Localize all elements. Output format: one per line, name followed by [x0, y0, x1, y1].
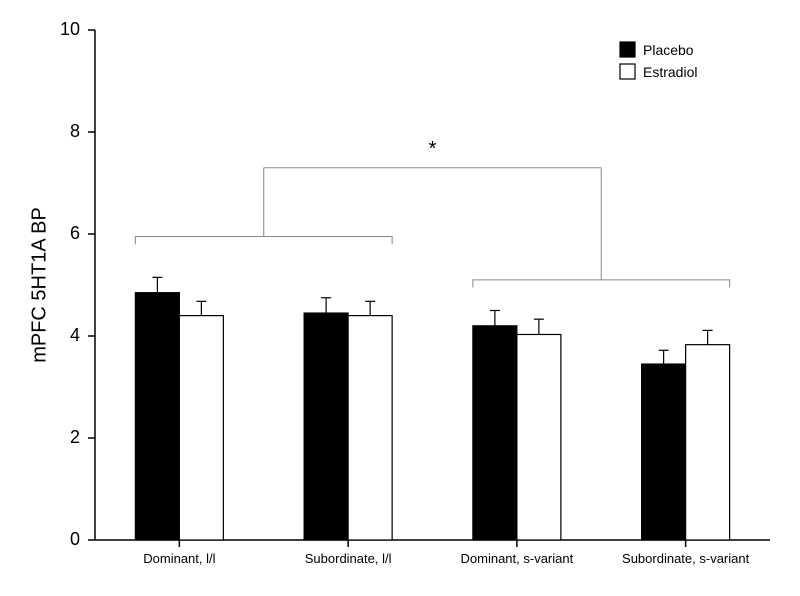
- bar-placebo: [642, 364, 686, 540]
- bar-placebo: [135, 293, 179, 540]
- bar-estradiol: [179, 316, 223, 540]
- chart-container: 0 2 4 6 8 10 mPFC 5HT1A BP Dominant, l/l Subordi…: [0, 0, 800, 596]
- bar-placebo: [473, 326, 517, 540]
- bar-placebo: [304, 313, 348, 540]
- y-tick-label: 2: [70, 427, 80, 447]
- y-tick-label: 8: [70, 121, 80, 141]
- y-tick-label: 0: [70, 529, 80, 549]
- x-tick-label: Dominant, l/l: [143, 551, 215, 566]
- y-tick-label: 6: [70, 223, 80, 243]
- x-tick-label: Subordinate, l/l: [305, 551, 392, 566]
- significance-star: *: [429, 138, 437, 160]
- legend-swatch: [620, 42, 635, 57]
- bar-estradiol: [686, 345, 730, 540]
- y-tick-label: 10: [60, 19, 80, 39]
- bar-estradiol: [517, 334, 561, 540]
- y-tick-label: 4: [70, 325, 80, 345]
- x-tick-label: Dominant, s-variant: [461, 551, 574, 566]
- legend-swatch: [620, 64, 635, 79]
- bar-estradiol: [348, 316, 392, 540]
- x-tick-label: Subordinate, s-variant: [622, 551, 750, 566]
- y-axis-label: mPFC 5HT1A BP: [28, 207, 50, 363]
- bar-chart: 0 2 4 6 8 10 mPFC 5HT1A BP Dominant, l/l Subordi…: [0, 0, 800, 596]
- legend-label: Placebo: [643, 42, 694, 58]
- legend-label: Estradiol: [643, 64, 697, 80]
